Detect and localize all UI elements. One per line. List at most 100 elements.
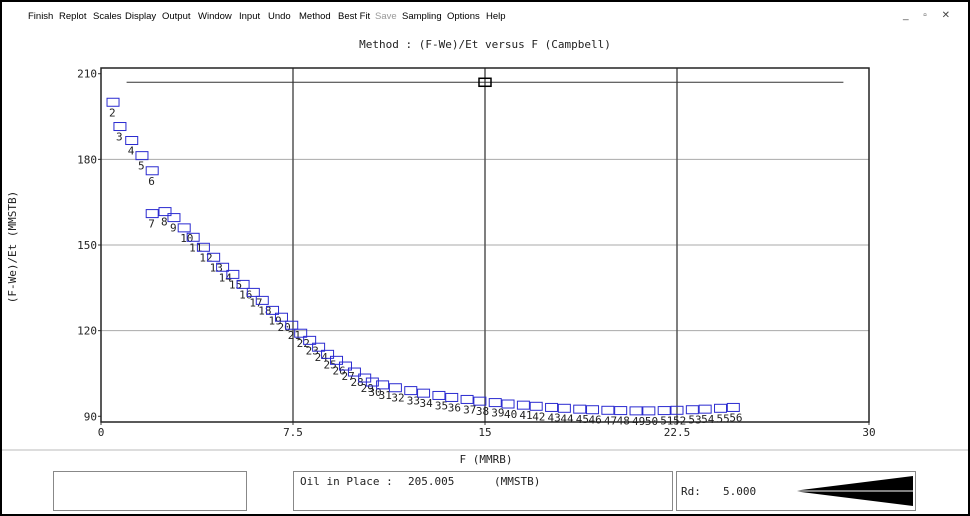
point <box>266 305 280 315</box>
point-label: 33 <box>407 395 420 408</box>
point-label: 6 <box>148 175 155 188</box>
menu-item[interactable]: Output <box>162 11 191 22</box>
point <box>545 402 559 412</box>
point <box>285 320 299 330</box>
x-tick-label: 7.5 <box>283 426 303 439</box>
point <box>207 252 221 262</box>
point <box>432 390 446 400</box>
point-label: 16 <box>239 288 252 301</box>
menu-item[interactable]: Options <box>447 11 480 22</box>
point-label: 27 <box>341 370 354 383</box>
point-label: 55 <box>717 412 730 425</box>
point <box>601 405 615 415</box>
point <box>274 312 288 322</box>
point <box>303 335 317 345</box>
point <box>347 367 361 377</box>
point <box>338 361 352 371</box>
point <box>226 269 240 279</box>
point-label: 44 <box>560 412 574 425</box>
point-label: 38 <box>476 405 489 418</box>
point-label: 47 <box>604 414 617 427</box>
menu-item[interactable]: Display <box>125 11 157 22</box>
point-label: 43 <box>548 411 561 424</box>
point <box>196 242 210 252</box>
point <box>417 388 431 398</box>
point-label: 9 <box>170 222 177 235</box>
point <box>726 402 740 412</box>
menu-item[interactable]: Finish <box>28 11 54 22</box>
point <box>158 207 172 217</box>
point <box>557 403 571 413</box>
point-label: 7 <box>148 218 155 231</box>
status-panel-rd: Rd: 5.000 <box>676 471 916 511</box>
point <box>629 406 643 416</box>
point-label: 32 <box>391 392 404 405</box>
point <box>113 122 127 132</box>
oip-label: Oil in Place : <box>300 475 393 488</box>
point-label: 25 <box>324 358 337 371</box>
oip-unit: (MMSTB) <box>494 475 541 488</box>
point <box>657 406 671 416</box>
point-label: 42 <box>532 410 545 423</box>
menu-item[interactable]: Sampling <box>402 11 442 22</box>
point <box>312 342 326 352</box>
point <box>488 398 502 408</box>
point <box>473 396 487 406</box>
window-controls[interactable]: _ ▫ ✕ <box>902 10 956 21</box>
point <box>145 166 159 176</box>
x-tick-label: 0 <box>98 426 105 439</box>
point <box>445 392 459 402</box>
point-label: 14 <box>219 271 233 284</box>
point <box>698 404 712 414</box>
point-label: 35 <box>435 399 448 412</box>
point <box>586 405 600 415</box>
point-label: 41 <box>519 409 532 422</box>
menu-item[interactable]: Input <box>239 11 261 22</box>
point <box>294 328 308 338</box>
y-tick-label: 210 <box>77 68 97 81</box>
point <box>460 394 474 404</box>
point-label: 37 <box>463 403 476 416</box>
point-label: 29 <box>361 382 374 395</box>
point <box>404 386 418 396</box>
point-label: 46 <box>589 414 602 427</box>
point-label: 20 <box>277 321 290 334</box>
point-label: 34 <box>420 397 434 410</box>
x-tick-label: 15 <box>478 426 491 439</box>
x-tick-label: 30 <box>862 426 875 439</box>
point-label: 52 <box>673 414 686 427</box>
menu-item[interactable]: Window <box>198 11 232 22</box>
point <box>216 262 230 272</box>
point <box>642 406 656 416</box>
rd-slider[interactable] <box>791 474 915 508</box>
menu-item[interactable]: Replot <box>59 11 87 22</box>
point <box>714 403 728 413</box>
plot-frame <box>100 67 870 423</box>
point <box>135 151 149 161</box>
point <box>501 399 515 409</box>
x-axis-label: F (MMRB) <box>460 453 513 466</box>
point-label: 5 <box>138 160 145 173</box>
point <box>573 404 587 414</box>
status-panel-left <box>53 471 247 511</box>
point-label: 51 <box>660 415 673 428</box>
menu-item[interactable]: Undo <box>268 11 291 22</box>
y-tick-label: 150 <box>77 239 97 252</box>
menu-item: Save <box>375 11 397 22</box>
point-label: 56 <box>729 411 742 424</box>
menu-item[interactable]: Method <box>299 11 331 22</box>
point <box>388 383 402 393</box>
point-label: 48 <box>617 415 630 428</box>
menu-bar: Finish Replot Scales Display Output Window Inp… <box>2 2 968 32</box>
y-tick-label: 180 <box>77 153 97 166</box>
chart-title: Method : (F-We)/Et versus F (Campbell) <box>359 38 611 51</box>
point-label: 50 <box>645 415 658 428</box>
point <box>106 97 120 107</box>
point-label: 54 <box>701 413 715 426</box>
menu-item[interactable]: Scales <box>93 11 122 22</box>
menu-item[interactable]: Best Fit <box>338 11 371 22</box>
menu-item[interactable]: Help <box>486 11 506 22</box>
point <box>670 405 684 415</box>
